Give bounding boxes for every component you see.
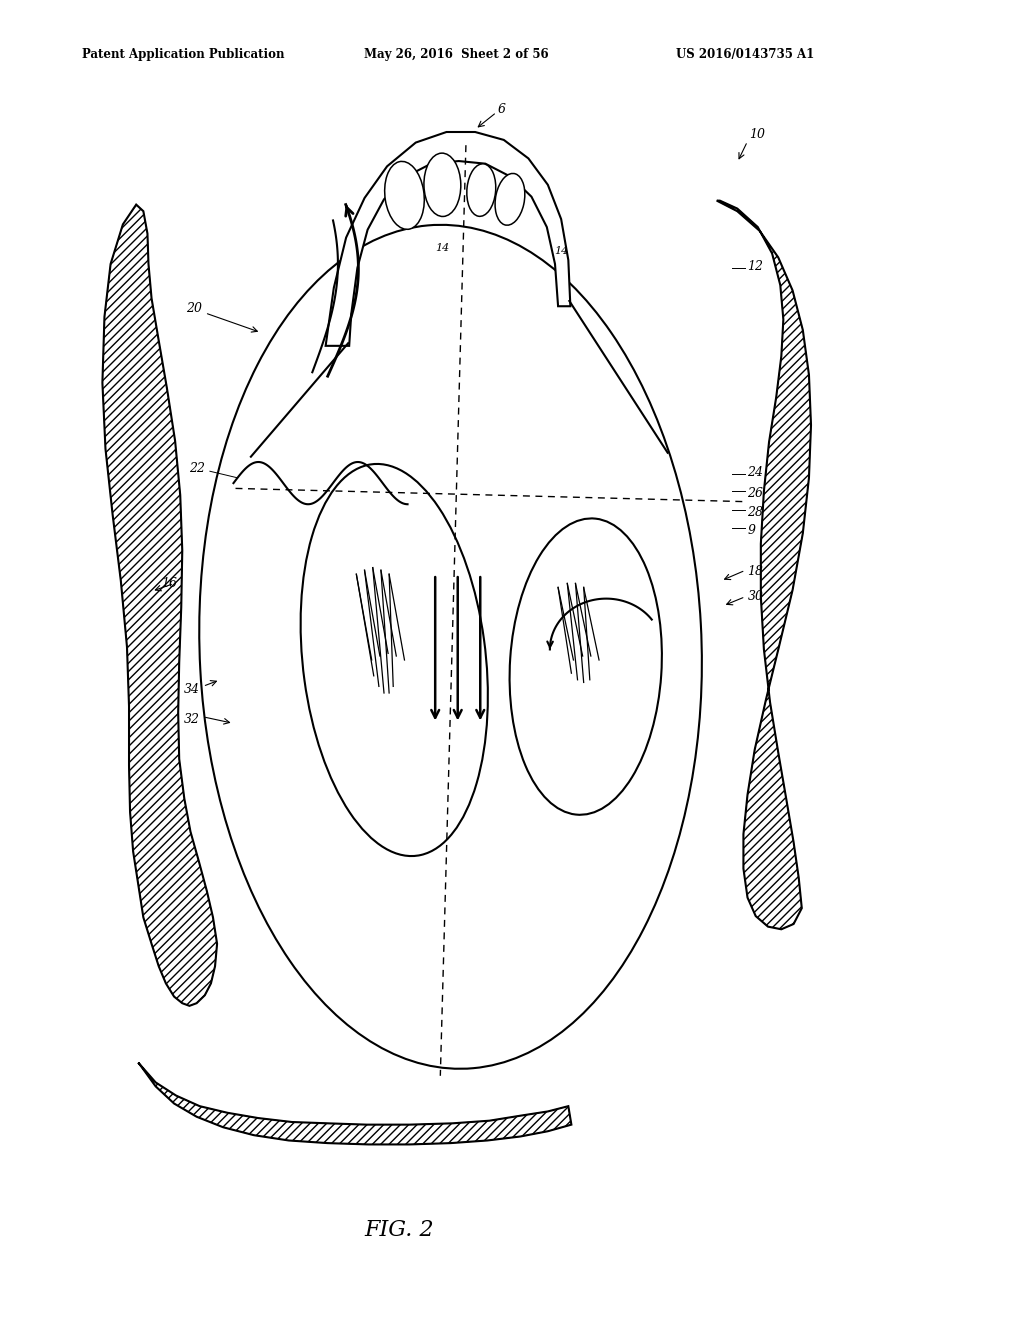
Ellipse shape <box>510 519 662 814</box>
Text: 28: 28 <box>748 506 764 519</box>
Polygon shape <box>326 132 570 346</box>
Ellipse shape <box>200 224 701 1069</box>
Text: 22: 22 <box>188 462 205 475</box>
Text: 10: 10 <box>750 128 766 141</box>
Text: 9: 9 <box>748 524 756 537</box>
Text: US 2016/0143735 A1: US 2016/0143735 A1 <box>676 48 814 61</box>
Text: 12: 12 <box>748 260 764 273</box>
Ellipse shape <box>495 173 525 226</box>
Text: 20: 20 <box>185 302 202 315</box>
Text: 6: 6 <box>498 103 506 116</box>
Polygon shape <box>138 1063 571 1144</box>
Ellipse shape <box>385 161 424 230</box>
Text: 30: 30 <box>748 590 764 603</box>
Text: 34: 34 <box>183 682 200 696</box>
Text: Patent Application Publication: Patent Application Publication <box>82 48 285 61</box>
Ellipse shape <box>301 463 487 857</box>
Text: 16: 16 <box>161 577 177 590</box>
Text: 18: 18 <box>748 565 764 578</box>
Text: 14: 14 <box>554 246 568 256</box>
Text: May 26, 2016  Sheet 2 of 56: May 26, 2016 Sheet 2 of 56 <box>364 48 548 61</box>
Text: FIG. 2: FIG. 2 <box>365 1220 434 1241</box>
Polygon shape <box>102 205 217 1006</box>
Ellipse shape <box>467 164 496 216</box>
Text: 24: 24 <box>748 466 764 479</box>
Text: 14: 14 <box>435 243 450 253</box>
Text: 32: 32 <box>183 713 200 726</box>
Ellipse shape <box>424 153 461 216</box>
Polygon shape <box>717 201 811 929</box>
Text: 26: 26 <box>748 487 764 500</box>
